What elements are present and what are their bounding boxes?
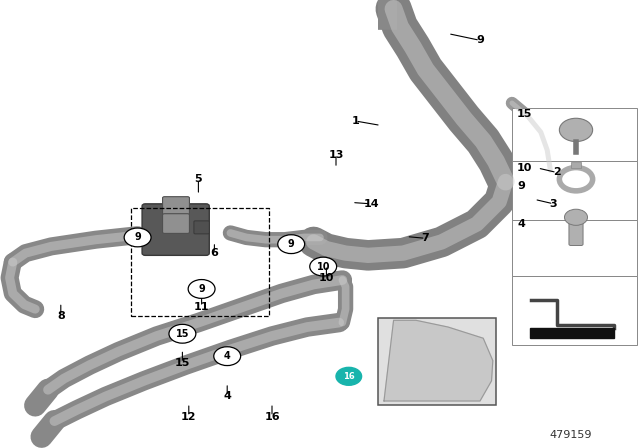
Circle shape — [564, 209, 588, 225]
Text: 12: 12 — [181, 412, 196, 422]
Text: 4: 4 — [224, 351, 230, 361]
Text: 15: 15 — [517, 109, 532, 119]
Text: 10: 10 — [517, 163, 532, 173]
Text: 14: 14 — [364, 199, 379, 209]
Text: 4: 4 — [223, 392, 231, 401]
Text: 4: 4 — [517, 219, 525, 229]
Circle shape — [214, 347, 241, 366]
Circle shape — [559, 118, 593, 142]
Text: 6: 6 — [211, 248, 218, 258]
Text: 9: 9 — [288, 239, 294, 249]
Text: 15: 15 — [175, 358, 190, 368]
Bar — [571, 162, 581, 168]
Bar — [512, 220, 637, 276]
Circle shape — [188, 280, 215, 298]
Text: 5: 5 — [195, 174, 202, 184]
Circle shape — [124, 228, 151, 247]
Text: 11: 11 — [194, 302, 209, 312]
Text: 9: 9 — [198, 284, 205, 294]
FancyBboxPatch shape — [569, 216, 583, 246]
Text: 9: 9 — [476, 35, 484, 45]
Text: 10: 10 — [316, 262, 330, 271]
Text: 479159: 479159 — [550, 430, 592, 440]
Text: 7: 7 — [422, 233, 429, 243]
Circle shape — [169, 324, 196, 343]
Bar — [131, 208, 269, 316]
Bar — [512, 276, 637, 345]
Text: 2: 2 — [553, 168, 561, 177]
Text: 8: 8 — [57, 311, 65, 321]
FancyBboxPatch shape — [194, 221, 209, 234]
Text: 15: 15 — [175, 329, 189, 339]
Circle shape — [278, 235, 305, 254]
Bar — [378, 318, 496, 405]
Bar — [512, 108, 637, 161]
FancyBboxPatch shape — [142, 204, 209, 255]
Text: 1: 1 — [351, 116, 359, 126]
FancyBboxPatch shape — [163, 197, 189, 216]
Text: 10: 10 — [319, 273, 334, 283]
Polygon shape — [530, 328, 614, 338]
Text: 9: 9 — [517, 181, 525, 191]
Text: 13: 13 — [328, 150, 344, 159]
Text: 16: 16 — [343, 372, 355, 381]
Polygon shape — [384, 320, 493, 401]
Text: 9: 9 — [134, 233, 141, 242]
FancyBboxPatch shape — [163, 214, 189, 233]
Text: 16: 16 — [264, 412, 280, 422]
Circle shape — [336, 367, 362, 385]
Text: 3: 3 — [550, 199, 557, 209]
Circle shape — [310, 257, 337, 276]
Bar — [512, 161, 637, 220]
